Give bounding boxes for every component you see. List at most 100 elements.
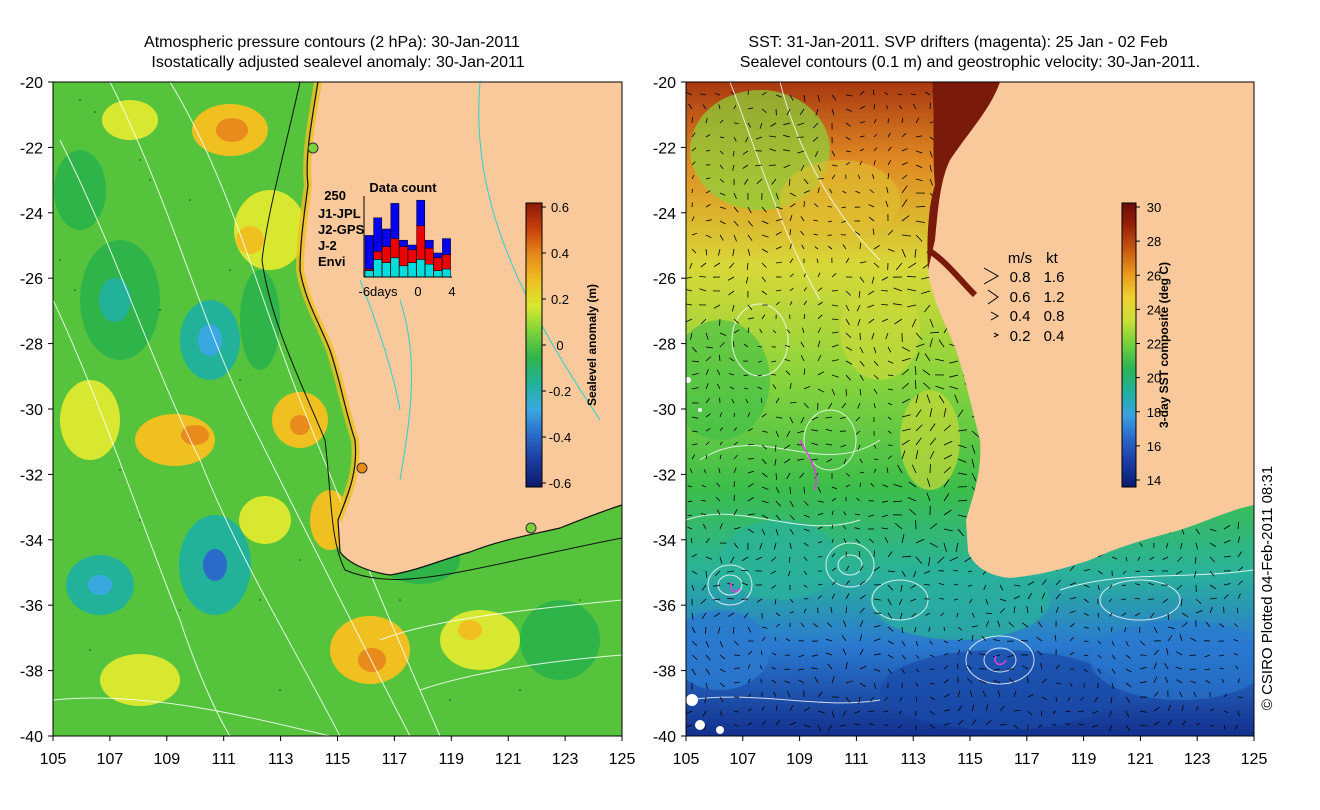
velocity-vector — [761, 500, 769, 504]
velocity-vector — [1223, 555, 1231, 558]
velocity-vector — [803, 724, 811, 728]
right-colorbar-tick-label: 30 — [1147, 200, 1161, 215]
inset-bar-segment — [433, 257, 443, 271]
velocity-vector — [871, 173, 875, 180]
velocity-vector — [826, 458, 833, 463]
velocity-vector — [733, 220, 739, 227]
velocity-vector — [691, 373, 699, 376]
velocity-vector — [887, 159, 892, 166]
right-y-tick-label: -22 — [653, 140, 676, 157]
velocity-vector — [1209, 708, 1214, 712]
left-x-tick-label: 119 — [439, 751, 465, 768]
velocity-vector — [817, 94, 820, 102]
velocity-vector — [733, 494, 735, 502]
right-warm-coast — [927, 82, 1000, 270]
velocity-vector — [1237, 566, 1244, 572]
velocity-vector — [803, 707, 811, 712]
velocity-vector — [817, 164, 821, 171]
velocity-vector — [882, 484, 889, 488]
left-y-tick-label: -34 — [20, 533, 43, 550]
velocity-vector — [910, 584, 917, 589]
velocity-vector — [770, 122, 777, 127]
velocity-vector — [719, 441, 723, 446]
velocity-vector — [1027, 694, 1034, 698]
velocity-vector — [826, 622, 833, 628]
velocity-vector — [727, 570, 735, 573]
velocity-vector — [913, 570, 917, 578]
velocity-vector — [915, 424, 923, 432]
velocity-vector — [929, 654, 934, 657]
velocity-vector — [857, 402, 861, 409]
velocity-vector — [1194, 556, 1197, 564]
velocity-vector — [1026, 724, 1029, 731]
velocity-vector — [971, 635, 974, 642]
velocity-vector — [887, 584, 894, 591]
velocity-vector — [719, 412, 723, 418]
velocity-vector — [1162, 556, 1169, 560]
velocity-vector — [733, 105, 737, 110]
velocity-vector — [713, 584, 721, 587]
velocity-vector — [1181, 705, 1184, 712]
velocity-vector — [887, 455, 893, 460]
velocity-vector — [868, 723, 875, 726]
velocity-vector — [887, 444, 893, 446]
velocity-vector — [761, 444, 767, 450]
velocity-vector — [733, 441, 738, 446]
velocity-vector — [783, 164, 791, 169]
velocity-vector — [1221, 678, 1225, 684]
velocity-vector — [985, 704, 989, 712]
velocity-vector — [817, 541, 823, 544]
velocity-vector — [964, 556, 973, 563]
velocity-vector — [893, 287, 903, 292]
velocity-vector — [817, 526, 823, 530]
velocity-vector — [1148, 569, 1155, 572]
velocity-vector — [943, 424, 951, 432]
velocity-vector — [817, 500, 824, 503]
velocity-vector — [1109, 724, 1113, 732]
velocity-vector — [1013, 690, 1017, 698]
velocity-vector — [873, 118, 877, 124]
velocity-vector — [901, 428, 911, 432]
velocity-vector — [845, 680, 853, 684]
velocity-vector — [915, 654, 920, 659]
velocity-vector — [689, 262, 693, 269]
velocity-vector — [827, 402, 833, 410]
velocity-vector — [758, 360, 763, 363]
inset-xtick: 4 — [448, 284, 455, 299]
velocity-vector — [956, 612, 959, 618]
velocity-vector — [772, 652, 777, 656]
velocity-vector — [825, 416, 833, 419]
velocity-vector — [1189, 654, 1197, 656]
velocity-vector — [873, 374, 879, 380]
inset-bar-segment — [433, 270, 443, 278]
velocity-vector — [855, 190, 861, 194]
velocity-vector — [1223, 540, 1231, 544]
velocity-vector — [901, 626, 904, 634]
velocity-vector — [1134, 583, 1141, 586]
velocity-vector — [770, 570, 777, 575]
right-y-tick-label: -20 — [653, 75, 676, 92]
velocity-vector — [701, 584, 707, 591]
velocity-vector — [845, 136, 851, 141]
tide-gauge-marker — [525, 522, 537, 534]
velocity-vector — [887, 229, 894, 236]
inset-bar-segment — [381, 246, 391, 263]
velocity-vector — [901, 555, 912, 558]
velocity-vector — [1041, 696, 1047, 701]
velocity-vector — [687, 514, 693, 517]
velocity-vector — [789, 243, 792, 250]
velocity-vector — [971, 444, 976, 454]
velocity-arrow-02 — [993, 332, 1000, 338]
velocity-vector — [898, 104, 903, 110]
velocity-vector — [1219, 667, 1225, 670]
velocity-vector — [1065, 723, 1071, 726]
velocity-vector — [789, 402, 797, 404]
velocity-vector — [812, 136, 819, 142]
velocity-vector — [873, 638, 881, 642]
velocity-vector — [985, 612, 992, 615]
velocity-vector — [1055, 593, 1061, 600]
velocity-vector — [915, 682, 919, 687]
velocity-vector — [1148, 582, 1155, 586]
velocity-vector — [859, 634, 863, 642]
velocity-vector — [691, 626, 696, 634]
